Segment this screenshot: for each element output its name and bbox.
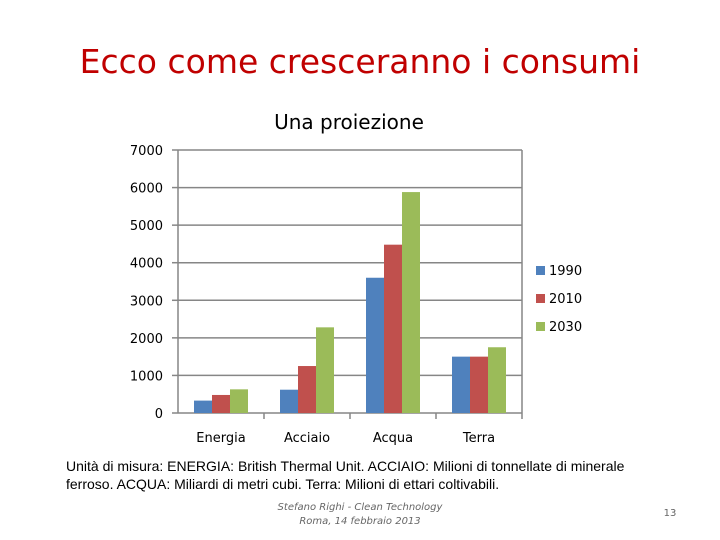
- y-tick-label: 3000: [130, 294, 163, 309]
- x-tick-label: Energia: [196, 431, 245, 446]
- x-tick-label: Terra: [462, 431, 495, 446]
- x-tick-label: Acqua: [373, 431, 413, 446]
- gridlines: [178, 149, 522, 414]
- footer-date: Roma, 14 febbraio 2013: [299, 516, 421, 527]
- chart-title: Una proiezione: [274, 110, 424, 134]
- bar-1990-energia: [194, 400, 212, 413]
- x-tick-labels: Energia Acciaio Acqua Terra: [196, 431, 495, 446]
- bar-2030-acciaio: [316, 327, 334, 413]
- bar-2030-energia: [230, 389, 248, 413]
- footer: Stefano Righi - Clean Technology Roma, 1…: [240, 501, 480, 529]
- axes: [172, 149, 523, 419]
- page-number: 13: [663, 508, 677, 519]
- legend-label-1990: 1990: [549, 264, 582, 279]
- bar-2010-acciaio: [298, 366, 316, 413]
- y-tick-label: 2000: [130, 332, 163, 347]
- legend-label-2030: 2030: [549, 320, 582, 335]
- bar-1990-acciaio: [280, 389, 298, 413]
- x-tick-label: Acciaio: [284, 431, 330, 446]
- bars: [194, 192, 506, 413]
- y-tick-label: 6000: [130, 182, 163, 197]
- footer-author: Stefano Righi - Clean Technology: [277, 502, 443, 513]
- bar-1990-terra: [452, 356, 470, 413]
- y-tick-label: 5000: [130, 219, 163, 234]
- legend-label-2010: 2010: [549, 292, 582, 307]
- legend: 1990 2010 2030: [536, 264, 582, 335]
- legend-swatch-2010: [536, 294, 545, 303]
- bar-1990-acqua: [366, 277, 384, 413]
- bar-2010-energia: [212, 394, 230, 413]
- y-tick-label: 0: [155, 407, 163, 422]
- legend-swatch-2030: [536, 322, 545, 331]
- bar-chart: Una proiezione 0 1000 2000 3000 4000 5000 6000…: [130, 110, 582, 446]
- legend-swatch-1990: [536, 266, 545, 275]
- y-tick-label: 1000: [130, 369, 163, 384]
- slide-title: Ecco come cresceranno i consumi: [79, 42, 641, 81]
- y-tick-labels: 0 1000 2000 3000 4000 5000 6000 7000: [130, 144, 163, 422]
- y-tick-label: 4000: [130, 257, 163, 272]
- bar-2010-terra: [470, 356, 488, 413]
- bar-2010-acqua: [384, 244, 402, 413]
- bar-2030-terra: [488, 347, 506, 413]
- units-note: Unità di misura: ENERGIA: British Therma…: [66, 458, 625, 492]
- y-tick-label: 7000: [130, 144, 163, 159]
- bar-2030-acqua: [402, 192, 420, 413]
